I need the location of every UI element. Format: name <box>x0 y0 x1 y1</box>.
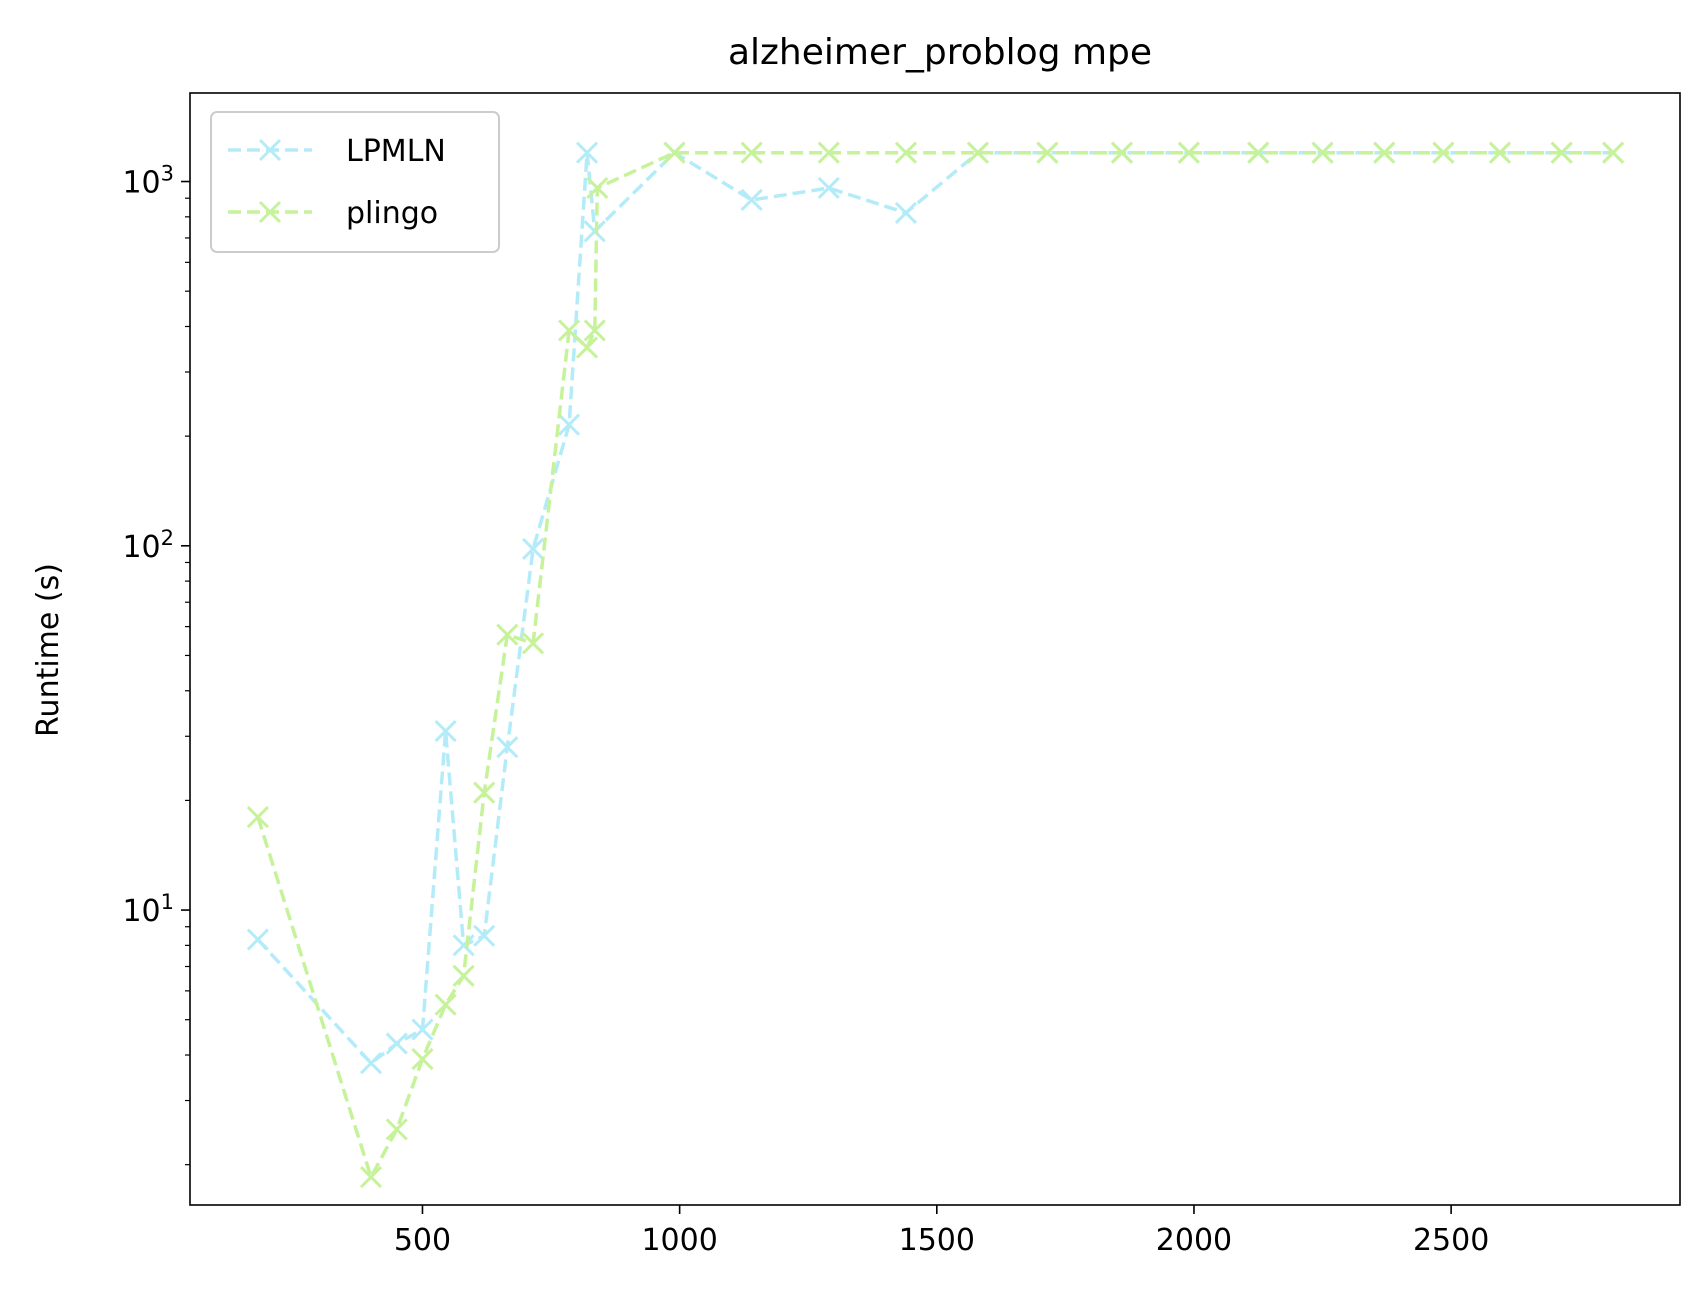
x-tick-label-2000: 2000 <box>1156 1223 1232 1258</box>
x-tick-label-1000: 1000 <box>641 1223 717 1258</box>
point-plingo-7 <box>496 623 519 646</box>
point-lpmln-10 <box>575 141 599 164</box>
point-plingo-23 <box>1373 141 1396 164</box>
point-plingo-5 <box>452 964 475 987</box>
chart-title: alzheimer_problog mpe <box>728 32 1152 73</box>
axes-frame <box>189 92 1681 1206</box>
legend-label-lpmln: LPMLN <box>346 134 446 169</box>
point-lpmln-4 <box>434 720 457 743</box>
legend-marker-plingo <box>258 200 282 224</box>
point-plingo-26 <box>1550 141 1573 164</box>
x-tick-label-1500: 1500 <box>899 1223 975 1258</box>
point-plingo-19 <box>1110 141 1134 164</box>
plot-area <box>189 92 1681 1206</box>
point-lpmln-11 <box>583 220 606 243</box>
point-plingo-20 <box>1177 141 1200 164</box>
point-lpmln-0 <box>246 928 269 951</box>
x-tick-label-500: 500 <box>394 1223 451 1258</box>
y-tick-label-10: 101 <box>122 890 174 929</box>
point-lpmln-7 <box>496 736 519 759</box>
point-plingo-0 <box>246 806 269 829</box>
y-axis-label: Runtime (s) <box>31 563 66 737</box>
series-line-plingo <box>256 150 1614 1179</box>
point-lpmln-9 <box>557 413 581 436</box>
point-plingo-9 <box>557 319 581 342</box>
y-tick-label-1000: 103 <box>122 162 174 201</box>
series-layer <box>246 141 1625 1189</box>
point-plingo-8 <box>521 632 545 655</box>
point-lpmln-1 <box>359 1052 383 1075</box>
point-plingo-25 <box>1488 141 1512 164</box>
point-lpmln-13 <box>740 188 763 212</box>
point-lpmln-2 <box>385 1032 408 1055</box>
y-axis: 101 102 103 <box>122 162 190 1166</box>
point-plingo-14 <box>740 141 763 164</box>
x-tick-label-2500: 2500 <box>1413 1223 1489 1258</box>
point-plingo-17 <box>966 141 990 164</box>
point-plingo-1 <box>359 1165 383 1189</box>
point-lpmln-15 <box>894 201 918 224</box>
point-lpmln-8 <box>521 537 545 561</box>
point-lpmln-5 <box>452 934 475 957</box>
point-plingo-18 <box>1036 141 1059 164</box>
x-axis: 500 1000 1500 2000 2500 <box>394 1205 1489 1258</box>
legend-entries: LPMLN plingo <box>228 134 446 231</box>
point-plingo-12 <box>586 176 609 200</box>
legend: LPMLN plingo <box>210 111 500 253</box>
point-plingo-16 <box>894 141 918 164</box>
point-plingo-11 <box>583 319 606 342</box>
series-plingo <box>246 141 1625 1189</box>
point-plingo-6 <box>473 781 496 804</box>
point-plingo-22 <box>1311 141 1334 164</box>
point-plingo-21 <box>1247 141 1270 164</box>
legend-box <box>210 111 500 253</box>
point-plingo-10 <box>575 336 599 359</box>
y-tick-label-100: 102 <box>122 526 174 565</box>
point-plingo-3 <box>411 1047 434 1071</box>
point-plingo-13 <box>663 141 686 164</box>
point-lpmln-6 <box>473 924 496 947</box>
point-plingo-2 <box>385 1118 408 1141</box>
point-plingo-27 <box>1602 141 1625 164</box>
legend-label-plingo: plingo <box>346 196 438 231</box>
point-lpmln-3 <box>411 1018 434 1041</box>
point-plingo-15 <box>817 141 840 164</box>
point-lpmln-14 <box>817 176 840 200</box>
point-plingo-4 <box>434 993 457 1016</box>
point-plingo-24 <box>1432 141 1455 164</box>
legend-marker-lpmln <box>258 138 282 162</box>
